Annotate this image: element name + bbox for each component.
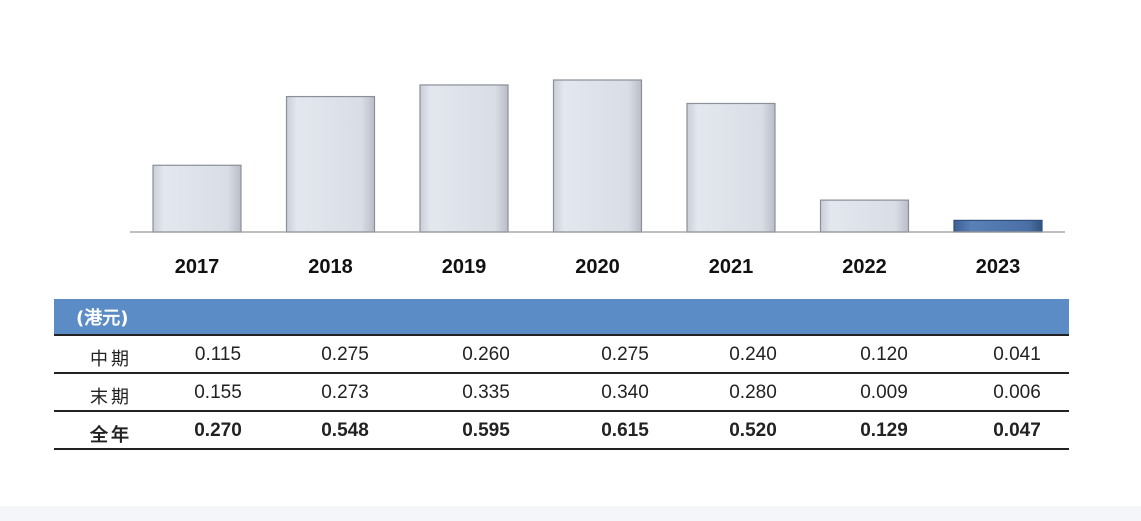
table-cell: 0.155 — [194, 382, 242, 403]
table-cell: 0.041 — [993, 344, 1041, 365]
table-cell: 0.595 — [462, 420, 510, 441]
table-row: 中期 0.115 0.275 0.260 0.275 0.240 0.120 0.041 — [54, 336, 1069, 374]
table-cell: 0.340 — [601, 382, 649, 403]
table-cell: 0.115 — [194, 344, 242, 365]
table-cell: 0.615 — [601, 420, 649, 441]
table-cell: 0.273 — [321, 382, 369, 403]
bar-2019 — [419, 84, 509, 233]
table-cell: 0.275 — [321, 344, 369, 365]
bar-2017 — [152, 164, 242, 233]
table-cell: 0.047 — [993, 420, 1041, 441]
bars-group — [152, 79, 1043, 233]
dividend-table: (港元) 中期 0.115 0.275 0.260 0.275 0.240 0.120 0.0… — [54, 299, 1069, 450]
year-label-2023: 2023 — [976, 256, 1021, 278]
table-cell: 0.120 — [860, 344, 908, 365]
row-label: 末期 — [90, 387, 132, 408]
bottom-strip — [0, 506, 1141, 521]
year-labels-group: 2017 2018 2019 2020 2021 2022 2023 — [175, 256, 1021, 278]
table-cell: 0.520 — [729, 420, 777, 441]
table-row: 末期 0.155 0.273 0.335 0.340 0.280 0.009 0.006 — [54, 374, 1069, 412]
table-cell: 0.260 — [462, 344, 510, 365]
bar-2022 — [819, 199, 910, 233]
table-cell: 0.275 — [601, 344, 649, 365]
table-header: (港元) — [54, 299, 1069, 336]
bar-2021 — [686, 102, 776, 233]
table-row: 全年 0.270 0.548 0.595 0.615 0.520 0.129 0.047 — [54, 412, 1069, 450]
table-cell: 0.270 — [194, 420, 242, 441]
table-cell: 0.280 — [729, 382, 777, 403]
table-cell: 0.006 — [993, 382, 1041, 403]
table-cell: 0.548 — [321, 420, 369, 441]
bar-2020 — [552, 79, 643, 233]
year-label-2018: 2018 — [308, 256, 353, 278]
table-cell: 0.335 — [462, 382, 510, 403]
year-label-2017: 2017 — [175, 256, 220, 278]
year-label-2019: 2019 — [442, 256, 487, 278]
year-label-2021: 2021 — [709, 256, 754, 278]
year-label-2020: 2020 — [575, 256, 620, 278]
unit-label: (港元) — [76, 307, 129, 329]
row-label: 中期 — [90, 349, 132, 370]
bar-2018 — [285, 95, 376, 233]
bar-2023 — [953, 219, 1043, 233]
year-label-2022: 2022 — [842, 256, 887, 278]
table-cell: 0.240 — [729, 344, 777, 365]
table-cell: 0.009 — [860, 382, 908, 403]
table-cell: 0.129 — [860, 420, 908, 441]
row-label: 全年 — [90, 425, 132, 446]
dividend-bar-chart: 2017 2018 2019 2020 2021 2022 2023 — [130, 79, 1065, 278]
table-body: 中期 0.115 0.275 0.260 0.275 0.240 0.120 0.041 末期 0… — [54, 336, 1069, 450]
